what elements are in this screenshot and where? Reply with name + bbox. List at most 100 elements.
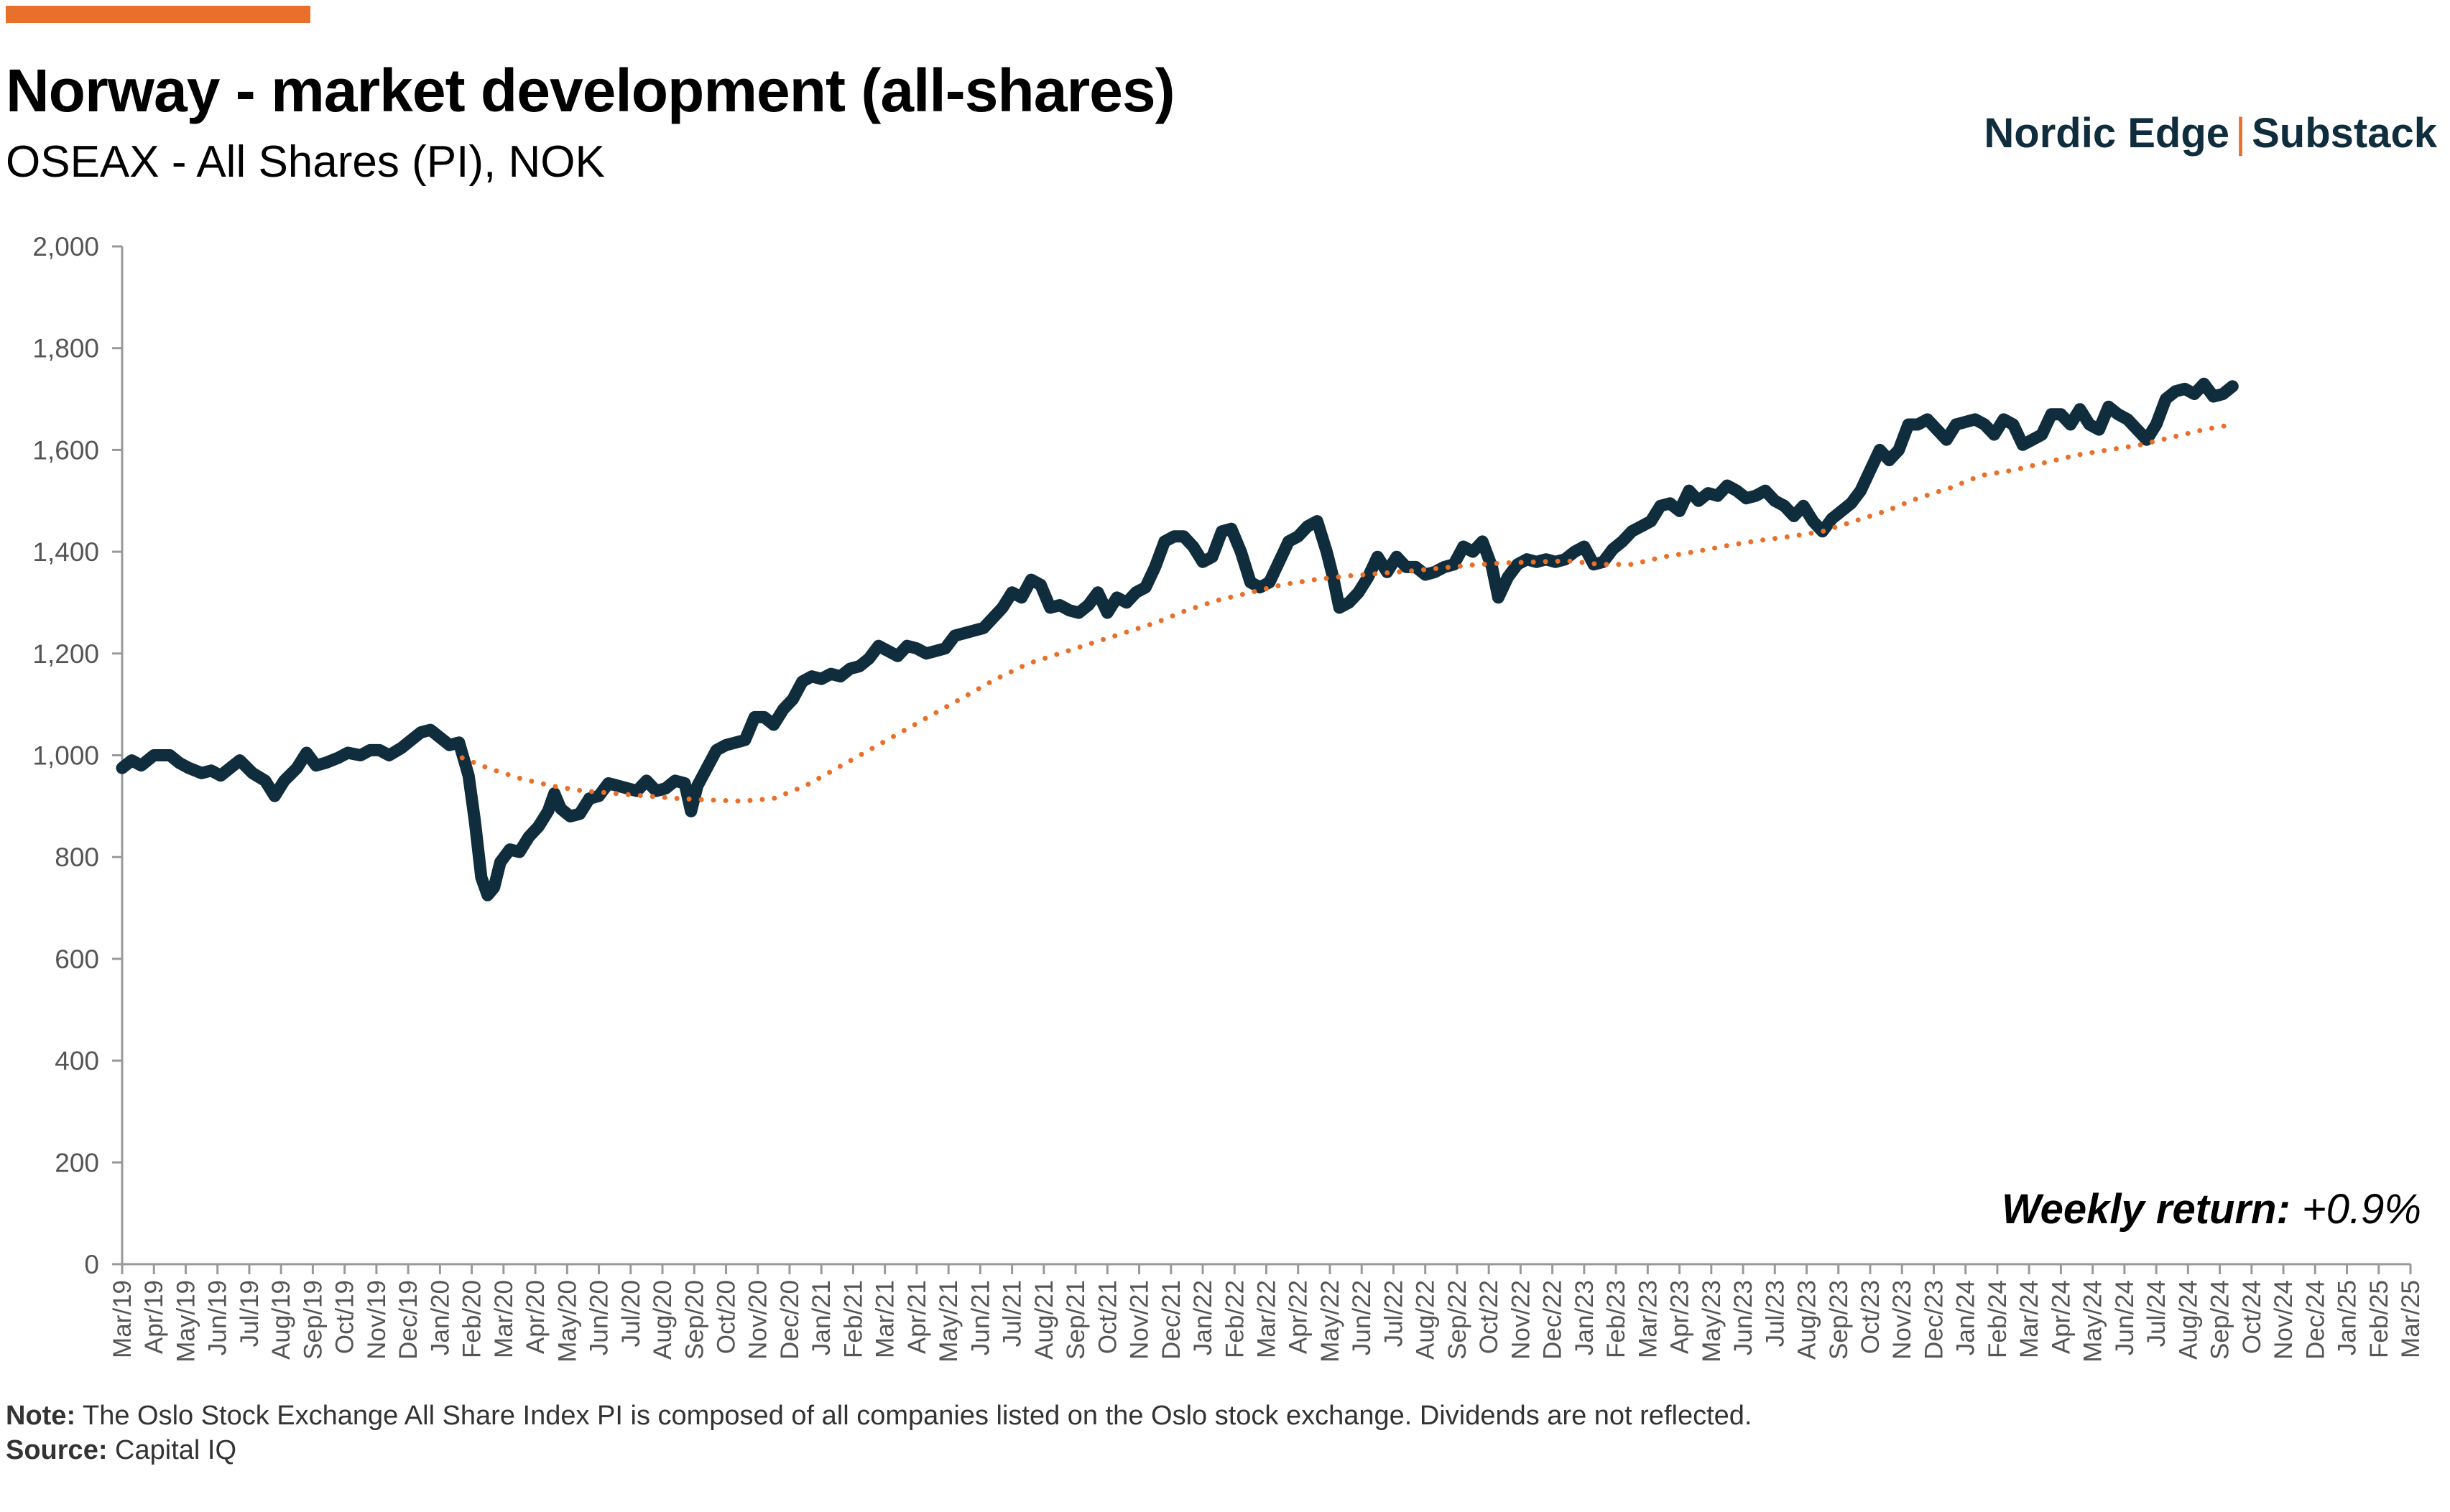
x-tick-label: Oct/21 [1094,1280,1122,1354]
line-chart: 0 200 400 600 800 1,000 1,200 1,400 1,600 1,800 2,… [32,232,2425,1363]
y-tick-label: 600 [55,945,99,974]
x-tick-label: Nov/24 [2270,1280,2298,1360]
source-line: Source: Capital IQ [6,1435,236,1466]
y-tick-label: 1,000 [32,741,99,771]
x-tick-label: Sep/23 [1825,1280,1853,1360]
weekly-return: Weekly return: +0.9% [2002,1185,2421,1233]
x-tick-label: Sep/19 [299,1280,327,1360]
x-tick-label: Oct/19 [331,1280,359,1354]
x-tick-label: Dec/19 [394,1280,422,1360]
x-tick-label: Jul/23 [1761,1280,1789,1347]
x-tick-label: Jan/23 [1571,1280,1599,1355]
x-tick-label: Dec/22 [1539,1280,1567,1360]
x-tick-label: Jan/20 [426,1280,454,1355]
x-tick-label: May/23 [1698,1280,1726,1363]
x-tick-label: Sep/24 [2206,1280,2234,1360]
brand-logo: Nordic Edge | Substack [1984,109,2437,157]
y-tick-label: 1,400 [32,537,99,567]
x-tick-label: Jun/20 [586,1280,614,1355]
brand-platform: Substack [2252,110,2437,157]
y-tick-label: 200 [55,1148,99,1177]
x-tick-label: Jun/19 [204,1280,232,1355]
x-tick-label: Jan/25 [2334,1280,2362,1355]
x-tick-label: Aug/22 [1412,1280,1440,1360]
index-line [116,377,2239,901]
x-tick-label: Apr/22 [1285,1280,1313,1354]
weekly-return-label: Weekly return: [2001,1186,2290,1233]
x-tick-label: Dec/23 [1920,1280,1948,1360]
x-tick-label: Mar/19 [108,1280,137,1358]
x-tick-label: Jun/22 [1348,1280,1376,1355]
source-label: Source: [6,1435,108,1465]
x-tick-label: Mar/23 [1634,1280,1662,1358]
x-tick-label: Oct/22 [1475,1280,1503,1354]
x-tick-label: Sep/20 [680,1280,708,1360]
x-tick-label: Jul/22 [1379,1280,1407,1347]
x-tick-label: Feb/20 [458,1280,486,1358]
x-tick-label: Feb/23 [1602,1280,1630,1358]
x-tick-label: Dec/20 [776,1280,804,1360]
x-tick-label: Sep/22 [1443,1280,1471,1360]
note-label: Note: [6,1401,76,1431]
y-tick-label: 800 [55,843,99,872]
x-tick-label: Aug/24 [2174,1280,2202,1360]
x-tick-label: Jun/23 [1729,1280,1757,1355]
x-tick-label: Mar/22 [1253,1280,1281,1358]
x-tick-label: Oct/24 [2238,1280,2266,1354]
x-tick-label: Apr/24 [2047,1280,2075,1354]
x-tick-label: Dec/24 [2301,1280,2329,1360]
weekly-return-value: +0.9% [2301,1186,2421,1233]
x-tick-label: Apr/20 [522,1280,550,1354]
x-tick-label: Jul/24 [2142,1280,2171,1347]
x-tick-label: Feb/21 [839,1280,867,1358]
x-tick-label: Nov/22 [1507,1280,1535,1360]
x-tick-label: Nov/20 [744,1280,772,1360]
x-tick-label: Aug/23 [1793,1280,1821,1360]
x-axis: Mar/19 Apr/19 May/19 Jun/19 Jul/19 Aug/19 Sep/… [108,1263,2425,1363]
x-tick-label: Feb/25 [2365,1280,2393,1358]
x-tick-label: May/24 [2079,1280,2107,1363]
x-tick-label: Nov/19 [363,1280,391,1360]
x-tick-label: Aug/19 [267,1280,295,1360]
x-tick-label: Mar/20 [490,1280,518,1358]
x-tick-label: Jan/24 [1952,1280,1980,1355]
note-text: The Oslo Stock Exchange All Share Index … [75,1401,1752,1431]
x-tick-label: Dec/21 [1157,1280,1185,1360]
x-tick-label: Oct/23 [1857,1280,1885,1354]
y-tick-label: 1,800 [32,334,99,363]
x-tick-label: May/19 [172,1280,200,1363]
x-tick-label: May/20 [553,1280,581,1363]
y-axis: 0 200 400 600 800 1,000 1,200 1,400 1,600 1,800 2,… [32,232,124,1279]
moving-average-line [459,422,2235,804]
chart-subtitle: OSEAX - All Shares (PI), NOK [6,137,605,187]
x-tick-label: Apr/19 [140,1280,168,1354]
x-tick-label: Aug/20 [649,1280,677,1360]
x-tick-label: Mar/24 [2015,1280,2043,1358]
source-text: Capital IQ [107,1435,237,1465]
x-tick-label: May/22 [1316,1280,1344,1363]
x-tick-label: Apr/21 [903,1280,931,1354]
y-tick-label: 0 [84,1250,99,1279]
y-tick-label: 2,000 [32,232,99,261]
x-tick-label: Mar/25 [2397,1280,2425,1358]
accent-bar [6,6,310,23]
x-tick-label: Jul/20 [617,1280,645,1347]
x-tick-label: Jul/21 [999,1280,1027,1347]
x-tick-label: Feb/24 [1984,1280,2012,1358]
x-tick-label: Sep/21 [1062,1280,1090,1360]
y-tick-label: 1,200 [32,639,99,669]
brand-name: Nordic Edge [1984,110,2230,157]
footnote: Note: The Oslo Stock Exchange All Share … [6,1401,1752,1432]
brand-separator: | [2235,110,2247,157]
x-tick-label: Jun/21 [966,1280,994,1355]
x-tick-label: Apr/23 [1666,1280,1694,1354]
x-tick-label: Jan/21 [808,1280,836,1355]
chart-title: Norway - market development (all-shares) [6,57,1175,124]
x-tick-label: May/21 [935,1280,963,1363]
y-tick-label: 1,600 [32,435,99,465]
x-tick-label: Jun/24 [2111,1280,2139,1355]
series-layer [116,377,2239,901]
x-tick-label: Aug/21 [1030,1280,1058,1360]
y-tick-label: 400 [55,1047,99,1076]
x-tick-label: Oct/20 [712,1280,740,1354]
